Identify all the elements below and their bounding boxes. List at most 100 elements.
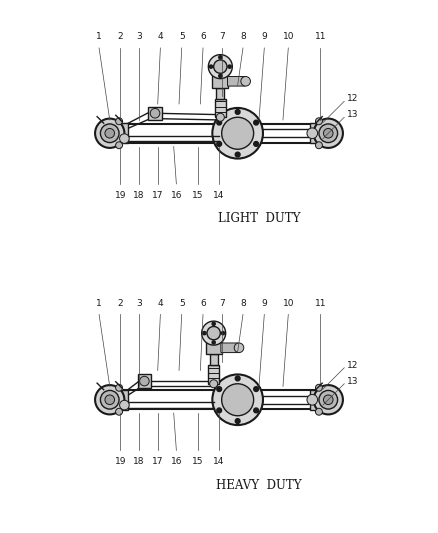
- Text: 3: 3: [136, 33, 142, 42]
- Text: 10: 10: [283, 33, 294, 42]
- Circle shape: [315, 142, 322, 149]
- FancyBboxPatch shape: [148, 107, 162, 120]
- Circle shape: [100, 390, 119, 409]
- FancyBboxPatch shape: [227, 76, 245, 86]
- Text: 4: 4: [158, 33, 163, 42]
- Circle shape: [234, 343, 244, 353]
- FancyBboxPatch shape: [138, 374, 151, 388]
- Text: 12: 12: [347, 361, 358, 369]
- Circle shape: [319, 124, 338, 142]
- Circle shape: [235, 110, 240, 115]
- Text: 6: 6: [200, 33, 206, 42]
- Circle shape: [315, 384, 322, 391]
- Circle shape: [222, 117, 254, 149]
- Text: 8: 8: [240, 299, 246, 308]
- FancyBboxPatch shape: [216, 88, 224, 99]
- Circle shape: [207, 326, 220, 340]
- Circle shape: [214, 60, 227, 74]
- Circle shape: [219, 55, 222, 59]
- Circle shape: [307, 128, 318, 139]
- Circle shape: [105, 128, 114, 138]
- Text: 15: 15: [192, 457, 203, 466]
- Circle shape: [116, 118, 123, 125]
- Circle shape: [217, 387, 222, 391]
- FancyBboxPatch shape: [206, 341, 222, 354]
- Text: 1: 1: [96, 299, 102, 308]
- Text: LIGHT  DUTY: LIGHT DUTY: [218, 212, 300, 225]
- Circle shape: [254, 408, 258, 413]
- Circle shape: [95, 385, 124, 415]
- Text: 13: 13: [347, 377, 358, 385]
- Circle shape: [100, 124, 119, 142]
- FancyBboxPatch shape: [221, 343, 238, 353]
- Text: 2: 2: [117, 299, 123, 308]
- Text: 15: 15: [192, 191, 203, 199]
- FancyBboxPatch shape: [212, 75, 228, 88]
- Circle shape: [209, 65, 212, 68]
- Circle shape: [120, 134, 129, 143]
- Circle shape: [314, 118, 343, 148]
- Circle shape: [221, 332, 225, 335]
- FancyBboxPatch shape: [210, 354, 218, 365]
- Circle shape: [212, 341, 215, 344]
- Text: 6: 6: [200, 299, 206, 308]
- Text: 10: 10: [283, 299, 294, 308]
- Circle shape: [203, 332, 206, 335]
- Circle shape: [319, 390, 338, 409]
- FancyBboxPatch shape: [310, 123, 321, 143]
- Circle shape: [105, 395, 114, 405]
- Text: 5: 5: [179, 299, 184, 308]
- Circle shape: [228, 65, 231, 68]
- Circle shape: [216, 114, 224, 122]
- Text: 19: 19: [115, 457, 126, 466]
- Text: 19: 19: [115, 191, 126, 199]
- Circle shape: [150, 108, 160, 118]
- FancyBboxPatch shape: [310, 390, 321, 410]
- Text: 7: 7: [219, 33, 225, 42]
- Text: 11: 11: [314, 33, 326, 42]
- Circle shape: [235, 419, 240, 423]
- Circle shape: [324, 395, 333, 405]
- Circle shape: [235, 376, 240, 381]
- Circle shape: [140, 376, 149, 386]
- Circle shape: [116, 384, 123, 391]
- Circle shape: [95, 118, 124, 148]
- Circle shape: [212, 374, 263, 425]
- Circle shape: [307, 394, 318, 405]
- Text: 9: 9: [261, 33, 267, 42]
- Text: 2: 2: [117, 33, 123, 42]
- Text: 12: 12: [347, 94, 358, 103]
- FancyBboxPatch shape: [208, 365, 219, 384]
- Circle shape: [241, 76, 251, 86]
- Circle shape: [217, 120, 222, 125]
- Text: 16: 16: [171, 191, 182, 199]
- Text: 16: 16: [171, 457, 182, 466]
- Text: 18: 18: [133, 457, 145, 466]
- Circle shape: [254, 141, 258, 146]
- Circle shape: [217, 141, 222, 146]
- Circle shape: [116, 408, 123, 415]
- FancyBboxPatch shape: [215, 99, 226, 117]
- Circle shape: [120, 400, 129, 410]
- Circle shape: [217, 408, 222, 413]
- Circle shape: [324, 128, 333, 138]
- Text: 13: 13: [347, 110, 358, 119]
- Circle shape: [201, 321, 226, 345]
- Circle shape: [208, 55, 232, 79]
- Text: 17: 17: [152, 191, 163, 199]
- FancyBboxPatch shape: [117, 123, 128, 143]
- Circle shape: [254, 387, 258, 391]
- Circle shape: [212, 108, 263, 159]
- Text: HEAVY  DUTY: HEAVY DUTY: [216, 479, 302, 491]
- Text: 17: 17: [152, 457, 163, 466]
- Circle shape: [219, 74, 222, 77]
- Text: 8: 8: [240, 33, 246, 42]
- Circle shape: [116, 142, 123, 149]
- Circle shape: [254, 120, 258, 125]
- Circle shape: [315, 118, 322, 125]
- Circle shape: [314, 385, 343, 415]
- Text: 14: 14: [213, 457, 225, 466]
- Text: 3: 3: [136, 299, 142, 308]
- Circle shape: [315, 408, 322, 415]
- Text: 5: 5: [179, 33, 184, 42]
